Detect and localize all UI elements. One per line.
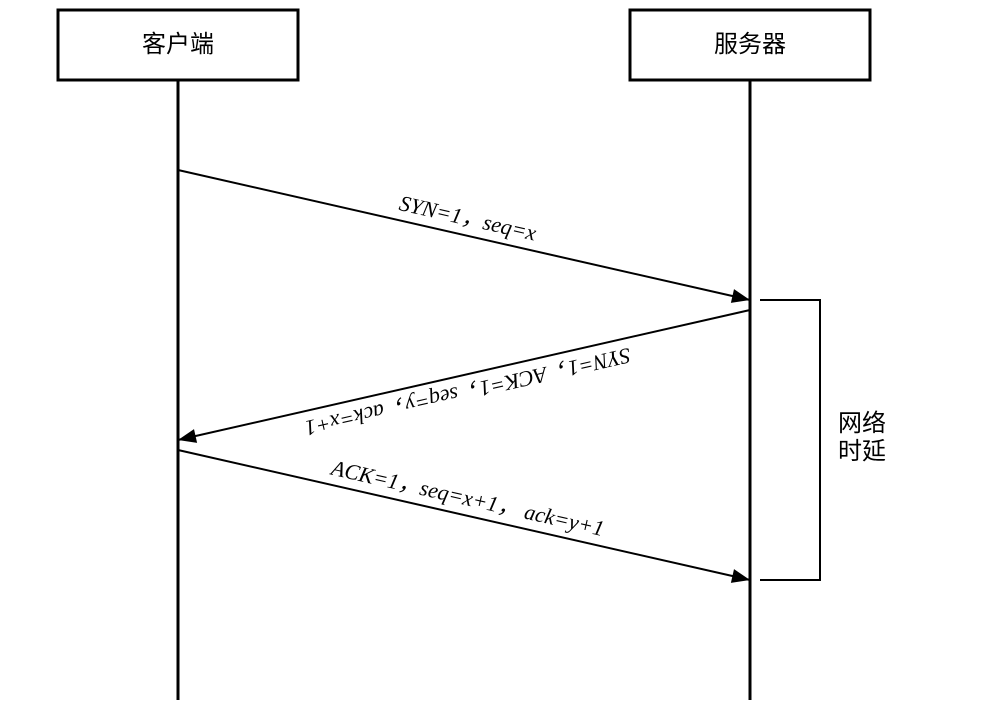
diagram-background	[0, 0, 1000, 716]
server-label: 服务器	[714, 31, 786, 58]
client-label: 客户端	[142, 31, 214, 58]
